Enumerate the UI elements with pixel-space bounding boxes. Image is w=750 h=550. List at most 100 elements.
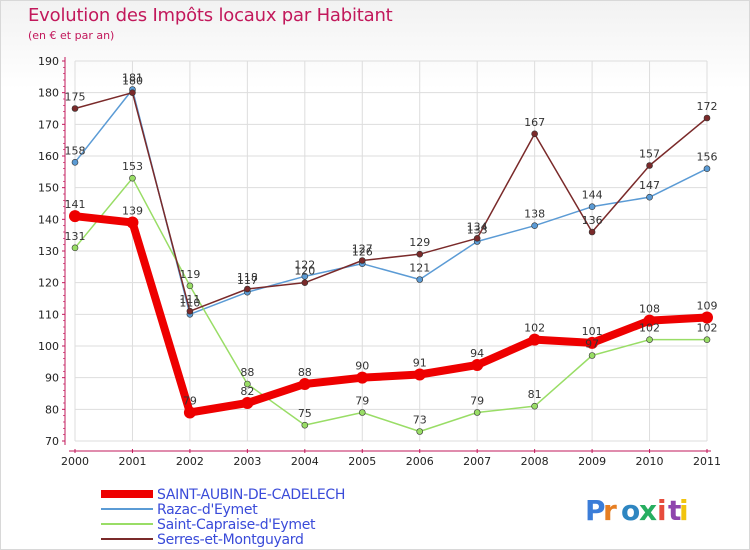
axes: 70 80 90 100 110 120 130 140 150 160 170 180 190 2000… xyxy=(38,55,721,468)
y-tick-label: 110 xyxy=(38,308,59,321)
x-tick-label: 2003 xyxy=(233,455,261,468)
data-label: 102 xyxy=(524,322,545,335)
data-point xyxy=(129,174,136,182)
data-label: 82 xyxy=(240,385,254,398)
data-label: 172 xyxy=(697,100,718,113)
data-point xyxy=(416,428,424,435)
data-label: 157 xyxy=(639,148,660,161)
data-point xyxy=(531,402,538,410)
y-tick-label: 170 xyxy=(38,118,59,131)
y-tick-label: 80 xyxy=(45,403,59,416)
legend-label: Razac-d'Eymet xyxy=(157,502,258,518)
series-line xyxy=(74,88,708,316)
y-tick-label: 90 xyxy=(45,372,59,385)
data-label: 88 xyxy=(240,366,254,379)
x-tick-label: 2011 xyxy=(693,455,721,468)
logo-letter: i xyxy=(657,494,667,527)
y-tick-label: 100 xyxy=(38,340,59,353)
data-label: 75 xyxy=(298,407,312,420)
y-tick-label: 190 xyxy=(38,55,59,68)
logo-letter: P xyxy=(585,494,606,527)
data-labels: 158 181 110 117 122 126 121 133 138 144 147 156 131 1… xyxy=(65,72,718,427)
data-label: 156 xyxy=(697,151,718,164)
data-label: 88 xyxy=(298,366,312,379)
y-tick-label: 150 xyxy=(38,182,59,195)
data-point xyxy=(473,409,481,416)
x-tick-label: 2010 xyxy=(636,455,664,468)
data-point xyxy=(646,193,653,201)
data-label: 138 xyxy=(524,208,545,221)
data-label: 108 xyxy=(639,303,660,316)
gridlines xyxy=(74,60,708,442)
data-label: 94 xyxy=(470,347,484,360)
data-label: 122 xyxy=(294,258,315,271)
data-label: 90 xyxy=(355,360,369,373)
data-label: 81 xyxy=(528,388,542,401)
data-label: 153 xyxy=(122,160,143,173)
data-point xyxy=(528,333,541,346)
chart-title: Evolution des Impôts locaux par Habitant xyxy=(28,5,393,26)
data-label: 133 xyxy=(467,224,488,237)
data-label: 121 xyxy=(409,262,430,275)
data-label: 134 xyxy=(467,220,488,233)
logo-letter: o xyxy=(621,494,640,527)
logo-letter: r xyxy=(603,494,617,527)
x-tick-label: 2007 xyxy=(463,455,491,468)
data-point xyxy=(71,159,79,166)
data-label: 141 xyxy=(65,198,86,211)
x-tick-label: 2005 xyxy=(348,455,376,468)
y-tick-label: 140 xyxy=(38,213,59,226)
data-label: 175 xyxy=(65,91,86,104)
data-label: 139 xyxy=(122,205,143,218)
data-label: 109 xyxy=(697,300,718,313)
data-point xyxy=(71,105,79,112)
data-point xyxy=(186,282,194,290)
x-tick-label: 2001 xyxy=(118,455,146,468)
x-tick-label: 2004 xyxy=(291,455,319,468)
legend-label: SAINT-AUBIN-DE-CADELECH xyxy=(157,487,345,503)
y-tick-label: 160 xyxy=(38,150,59,163)
series-lines xyxy=(69,86,713,435)
data-point xyxy=(301,279,309,286)
data-point xyxy=(244,285,251,293)
chart-subtitle: (en € et par an) xyxy=(28,29,115,42)
data-label: 79 xyxy=(470,395,484,408)
data-label: 73 xyxy=(413,414,427,427)
data-point xyxy=(244,380,251,388)
data-label: 158 xyxy=(65,144,86,157)
data-label: 126 xyxy=(352,246,373,259)
data-label: 101 xyxy=(582,325,603,338)
data-point xyxy=(588,228,596,236)
data-point xyxy=(413,368,426,381)
data-point xyxy=(186,307,194,315)
data-point xyxy=(531,222,538,229)
series-line xyxy=(74,177,707,433)
x-tick-label: 2009 xyxy=(578,455,606,468)
data-label: 167 xyxy=(524,116,545,129)
data-point xyxy=(126,216,139,229)
y-tick-label: 180 xyxy=(38,87,59,100)
proxiti-logo: Pr ox i ti xyxy=(585,494,689,527)
x-tick-label: 2002 xyxy=(176,455,204,468)
data-point xyxy=(241,397,254,409)
data-point xyxy=(703,165,711,172)
data-label: 131 xyxy=(65,230,86,243)
y-tick-label: 70 xyxy=(45,435,59,448)
logo-letter: i xyxy=(679,494,689,527)
series-line xyxy=(74,212,708,417)
data-point xyxy=(69,210,81,223)
data-point xyxy=(129,89,136,96)
data-point xyxy=(416,250,424,258)
y-tick-label: 130 xyxy=(38,245,59,258)
data-label: 117 xyxy=(237,274,258,287)
data-point xyxy=(358,257,366,264)
legend-label: Saint-Capraise-d'Eymet xyxy=(157,517,316,533)
data-label: 181 xyxy=(122,72,143,85)
data-point xyxy=(416,276,424,283)
data-label: 79 xyxy=(183,395,197,408)
data-point xyxy=(703,336,711,343)
data-point xyxy=(301,273,309,280)
data-label: 119 xyxy=(179,268,200,281)
